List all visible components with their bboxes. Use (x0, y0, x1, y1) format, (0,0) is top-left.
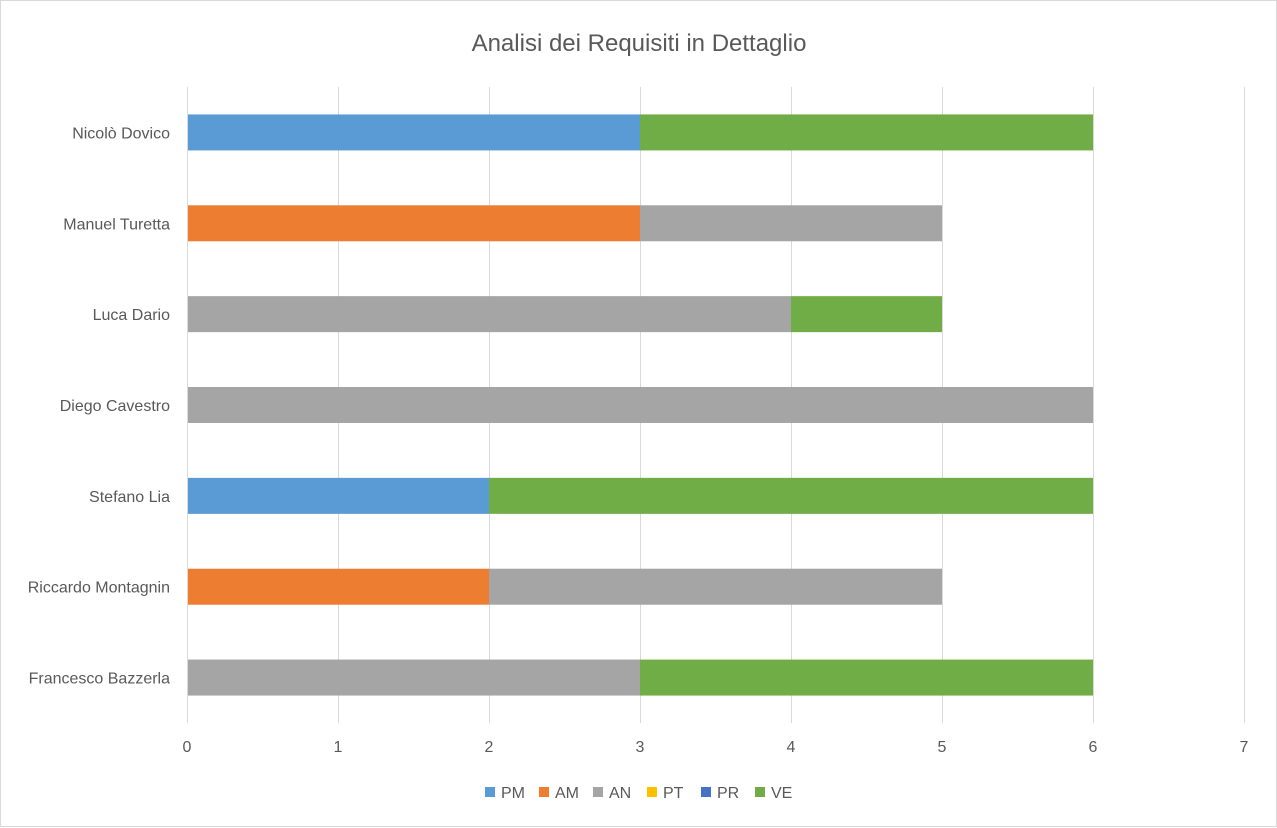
bar-pm-nicolo-dovico (187, 114, 640, 151)
legend-swatch-pt (647, 787, 657, 797)
axes: 0 1 2 3 4 5 6 7 Nicolò Dovico Manuel Turetta Luca … (28, 87, 1249, 756)
legend-swatch-an (593, 787, 603, 797)
x-tick-label-7: 7 (1240, 739, 1249, 756)
bar-an-francesco-bazzerla (187, 659, 640, 696)
y-tick-label-francesco-bazzerla: Francesco Bazzerla (29, 671, 170, 688)
bar-an-luca-dario (187, 296, 791, 333)
legend-swatch-pm (485, 787, 495, 797)
legend-swatch-am (539, 787, 549, 797)
y-tick-label-riccardo-montagnin: Riccardo Montagnin (28, 580, 170, 597)
y-tick-label-manuel-turetta: Manuel Turetta (63, 216, 170, 233)
bar-am-manuel-turetta (187, 205, 640, 242)
bars (187, 114, 1093, 696)
x-tick-label-1: 1 (334, 739, 343, 756)
x-tick-label-4: 4 (787, 739, 796, 756)
x-tick-label-2: 2 (485, 739, 494, 756)
bar-am-riccardo-montagnin (187, 568, 489, 605)
legend-swatch-pr (701, 787, 711, 797)
y-tick-label-diego-cavestro: Diego Cavestro (60, 398, 170, 415)
bar-an-riccardo-montagnin (489, 568, 942, 605)
bar-ve-luca-dario (791, 296, 942, 333)
legend-label-an: AN (609, 785, 631, 802)
y-tick-label-nicolo-dovico: Nicolò Dovico (72, 125, 170, 142)
x-tick-label-3: 3 (636, 739, 645, 756)
chart-title: Analisi dei Requisiti in Dettaglio (472, 30, 807, 57)
legend-swatch-ve (755, 787, 765, 797)
y-tick-label-luca-dario: Luca Dario (93, 307, 170, 324)
bar-an-diego-cavestro (187, 387, 1093, 423)
legend-label-ve: VE (771, 785, 792, 802)
x-tick-label-6: 6 (1089, 739, 1098, 756)
legend-label-pt: PT (663, 785, 684, 802)
y-tick-label-stefano-lia: Stefano Lia (89, 489, 170, 506)
bar-ve-francesco-bazzerla (640, 659, 1093, 696)
x-tick-label-0: 0 (183, 739, 192, 756)
legend-label-am: AM (555, 785, 579, 802)
bar-ve-stefano-lia (489, 477, 1093, 514)
bar-pm-stefano-lia (187, 477, 489, 514)
legend-label-pr: PR (717, 785, 739, 802)
bar-ve-nicolo-dovico (640, 114, 1093, 151)
bar-an-manuel-turetta (640, 205, 942, 242)
legend: PM AM AN PT PR VE (485, 785, 792, 802)
legend-label-pm: PM (501, 785, 525, 802)
x-tick-label-5: 5 (938, 739, 947, 756)
